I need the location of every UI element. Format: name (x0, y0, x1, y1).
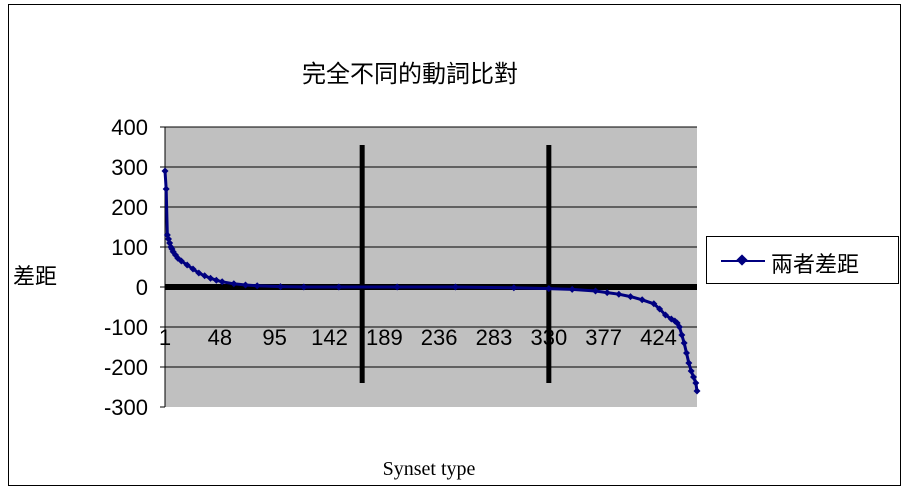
data-point (253, 282, 261, 290)
data-point (242, 281, 249, 289)
y-tick-label: 300 (111, 155, 148, 180)
data-point (452, 283, 459, 291)
x-tick-label: 377 (585, 325, 622, 350)
data-point (183, 261, 191, 269)
x-tick-label: 142 (311, 325, 348, 350)
data-point (678, 331, 686, 339)
data-point (603, 289, 611, 297)
x-tick-label: 95 (262, 325, 286, 350)
plot-area: 400 300 200 100 0 -100 -200 -300 1 48 95 142 189 236 2… (104, 115, 701, 420)
y-axis-label: 差距 (13, 264, 57, 289)
data-point (638, 296, 646, 304)
data-point (300, 283, 308, 291)
x-axis-label: Synset type (383, 458, 476, 480)
data-point (687, 367, 695, 375)
x-tick-label: 424 (640, 325, 677, 350)
y-tick-label: -100 (104, 315, 148, 340)
x-tick-label: 48 (208, 325, 232, 350)
data-point (680, 339, 688, 347)
data-point (207, 274, 214, 282)
data-point (177, 257, 185, 265)
data-point (650, 300, 658, 308)
data-point (218, 278, 226, 286)
y-tick-label: 400 (111, 115, 148, 140)
data-point (545, 285, 553, 293)
data-point (692, 379, 700, 387)
x-tick-label: 330 (530, 325, 567, 350)
data-point (510, 284, 518, 292)
x-tick-label: 236 (421, 325, 458, 350)
data-point (656, 305, 664, 313)
legend-swatch (721, 254, 765, 266)
data-point (189, 265, 197, 273)
data-point (627, 293, 634, 301)
x-tick-label: 189 (366, 325, 403, 350)
data-point (690, 373, 697, 381)
y-tick-label: -300 (104, 395, 148, 420)
data-point (662, 311, 669, 319)
plot-background (165, 127, 697, 407)
data-point (592, 287, 599, 295)
data-point (393, 283, 401, 291)
legend-marker (736, 254, 748, 266)
y-tick-label: -200 (104, 355, 148, 380)
data-point (615, 290, 623, 298)
x-tick-label: 1 (159, 325, 171, 350)
data-point (693, 387, 701, 395)
data-point (201, 272, 209, 280)
data-point (277, 283, 284, 291)
data-point (335, 283, 343, 291)
legend-label: 兩者差距 (771, 253, 860, 278)
data-point (195, 269, 203, 277)
y-tick-label: 100 (111, 235, 148, 260)
data-point (230, 280, 238, 288)
data-point (162, 185, 170, 193)
data-point (685, 359, 693, 367)
data-point (676, 323, 683, 331)
data-point (161, 167, 169, 175)
data-point (683, 349, 690, 357)
data-point (212, 276, 220, 284)
data-point (568, 285, 576, 293)
legend: 兩者差距 (706, 236, 899, 284)
y-tick-label: 200 (111, 195, 148, 220)
chart-title: 完全不同的動詞比對 (302, 61, 518, 88)
x-tick-label: 283 (476, 325, 513, 350)
y-tick-label: 0 (136, 275, 148, 300)
